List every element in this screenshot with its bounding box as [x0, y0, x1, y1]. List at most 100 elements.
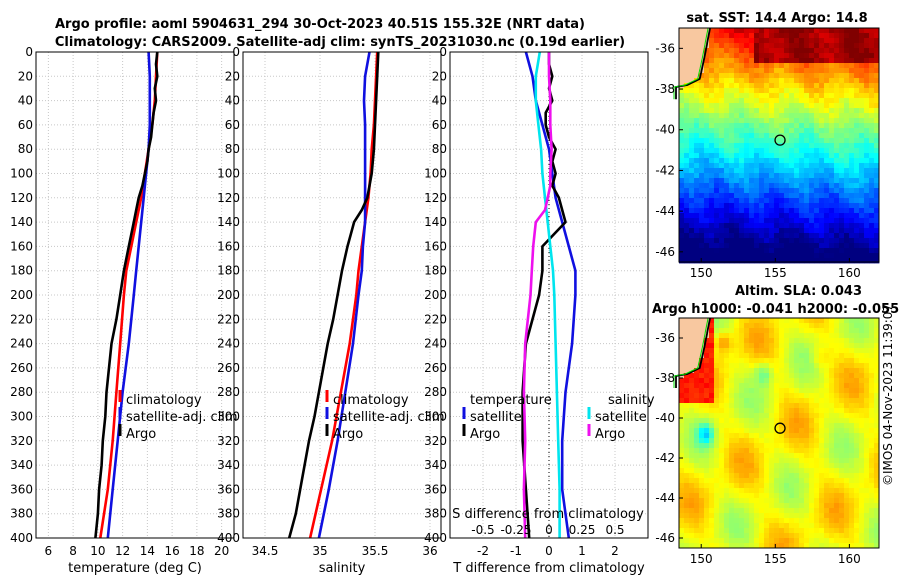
map-cell [709, 123, 714, 128]
map-cell [794, 418, 799, 423]
map-cell [854, 108, 859, 113]
map-cell [744, 248, 749, 253]
map-cell [824, 193, 829, 198]
map-cell [684, 538, 689, 543]
map-cell [859, 518, 864, 523]
map-cell [694, 208, 699, 213]
map-cell [839, 163, 844, 168]
map-cell [769, 333, 774, 338]
map-cell [854, 318, 859, 323]
map-cell [794, 503, 799, 508]
map-cell [794, 68, 799, 73]
map-cell [849, 348, 854, 353]
map-cell [814, 78, 819, 83]
map-cell [829, 203, 834, 208]
map-cell [779, 203, 784, 208]
map-cell [759, 158, 764, 163]
map-cell [699, 83, 704, 88]
map-cell [719, 398, 724, 403]
map-cell [829, 318, 834, 323]
map-cell [814, 448, 819, 453]
map-cell [864, 493, 869, 498]
map-cell [829, 133, 834, 138]
map-cell [729, 388, 734, 393]
map-cell [869, 458, 874, 463]
x-tick-label: 14 [140, 544, 155, 558]
map-cell [729, 488, 734, 493]
map-cell [819, 98, 824, 103]
map-cell [839, 73, 844, 78]
map-cell [744, 413, 749, 418]
map-cell [819, 393, 824, 398]
map-cell [694, 333, 699, 338]
map-cell [699, 93, 704, 98]
map-cell [704, 383, 709, 388]
map-cell [764, 153, 769, 158]
map-cell [849, 38, 854, 43]
map-cell [814, 133, 819, 138]
map-cell [749, 138, 754, 143]
map-cell [824, 458, 829, 463]
map-cell [804, 38, 809, 43]
map-cell [809, 53, 814, 58]
map-cell [679, 418, 684, 423]
map-cell [829, 363, 834, 368]
map-cell [864, 403, 869, 408]
map-cell [724, 318, 729, 323]
map-cell [799, 408, 804, 413]
map-cell [694, 488, 699, 493]
map-cell [809, 183, 814, 188]
map-cell [729, 158, 734, 163]
map-cell [764, 363, 769, 368]
map-cell [759, 388, 764, 393]
map-cell [759, 538, 764, 543]
y-tick-label: 220 [10, 312, 33, 326]
map-cell [799, 53, 804, 58]
map-cell [694, 383, 699, 388]
map-cell [689, 528, 694, 533]
map-cell [779, 438, 784, 443]
map-cell [679, 178, 684, 183]
map-cell [749, 513, 754, 518]
map-cell [814, 58, 819, 63]
map-cell [864, 138, 869, 143]
map-cell [784, 433, 789, 438]
map-cell [744, 138, 749, 143]
map-cell [684, 63, 689, 68]
map-cell [824, 533, 829, 538]
map-cell [824, 198, 829, 203]
map-cell [849, 353, 854, 358]
map-cell [789, 348, 794, 353]
map-cell [754, 498, 759, 503]
map-cell [739, 118, 744, 123]
map-cell [699, 383, 704, 388]
map-cell [719, 173, 724, 178]
map-cell [769, 248, 774, 253]
map-y-tick-label: -46 [655, 531, 675, 545]
map-cell [769, 513, 774, 518]
map-cell [749, 38, 754, 43]
map-cell [854, 523, 859, 528]
map-cell [829, 158, 834, 163]
map-cell [749, 178, 754, 183]
map-cell [849, 173, 854, 178]
map-cell [749, 103, 754, 108]
map-cell [859, 333, 864, 338]
map-cell [834, 443, 839, 448]
map-cell [734, 143, 739, 148]
map-cell [819, 83, 824, 88]
map-cell [744, 153, 749, 158]
map-cell [769, 68, 774, 73]
map-cell [794, 93, 799, 98]
map-cell [804, 78, 809, 83]
map-cell [739, 473, 744, 478]
map-cell [709, 483, 714, 488]
map-cell [719, 243, 724, 248]
map-cell [764, 93, 769, 98]
map-cell [724, 58, 729, 63]
map-cell [839, 323, 844, 328]
map-cell [704, 168, 709, 173]
map-cell [794, 388, 799, 393]
map-cell [854, 43, 859, 48]
map-cell [709, 358, 714, 363]
